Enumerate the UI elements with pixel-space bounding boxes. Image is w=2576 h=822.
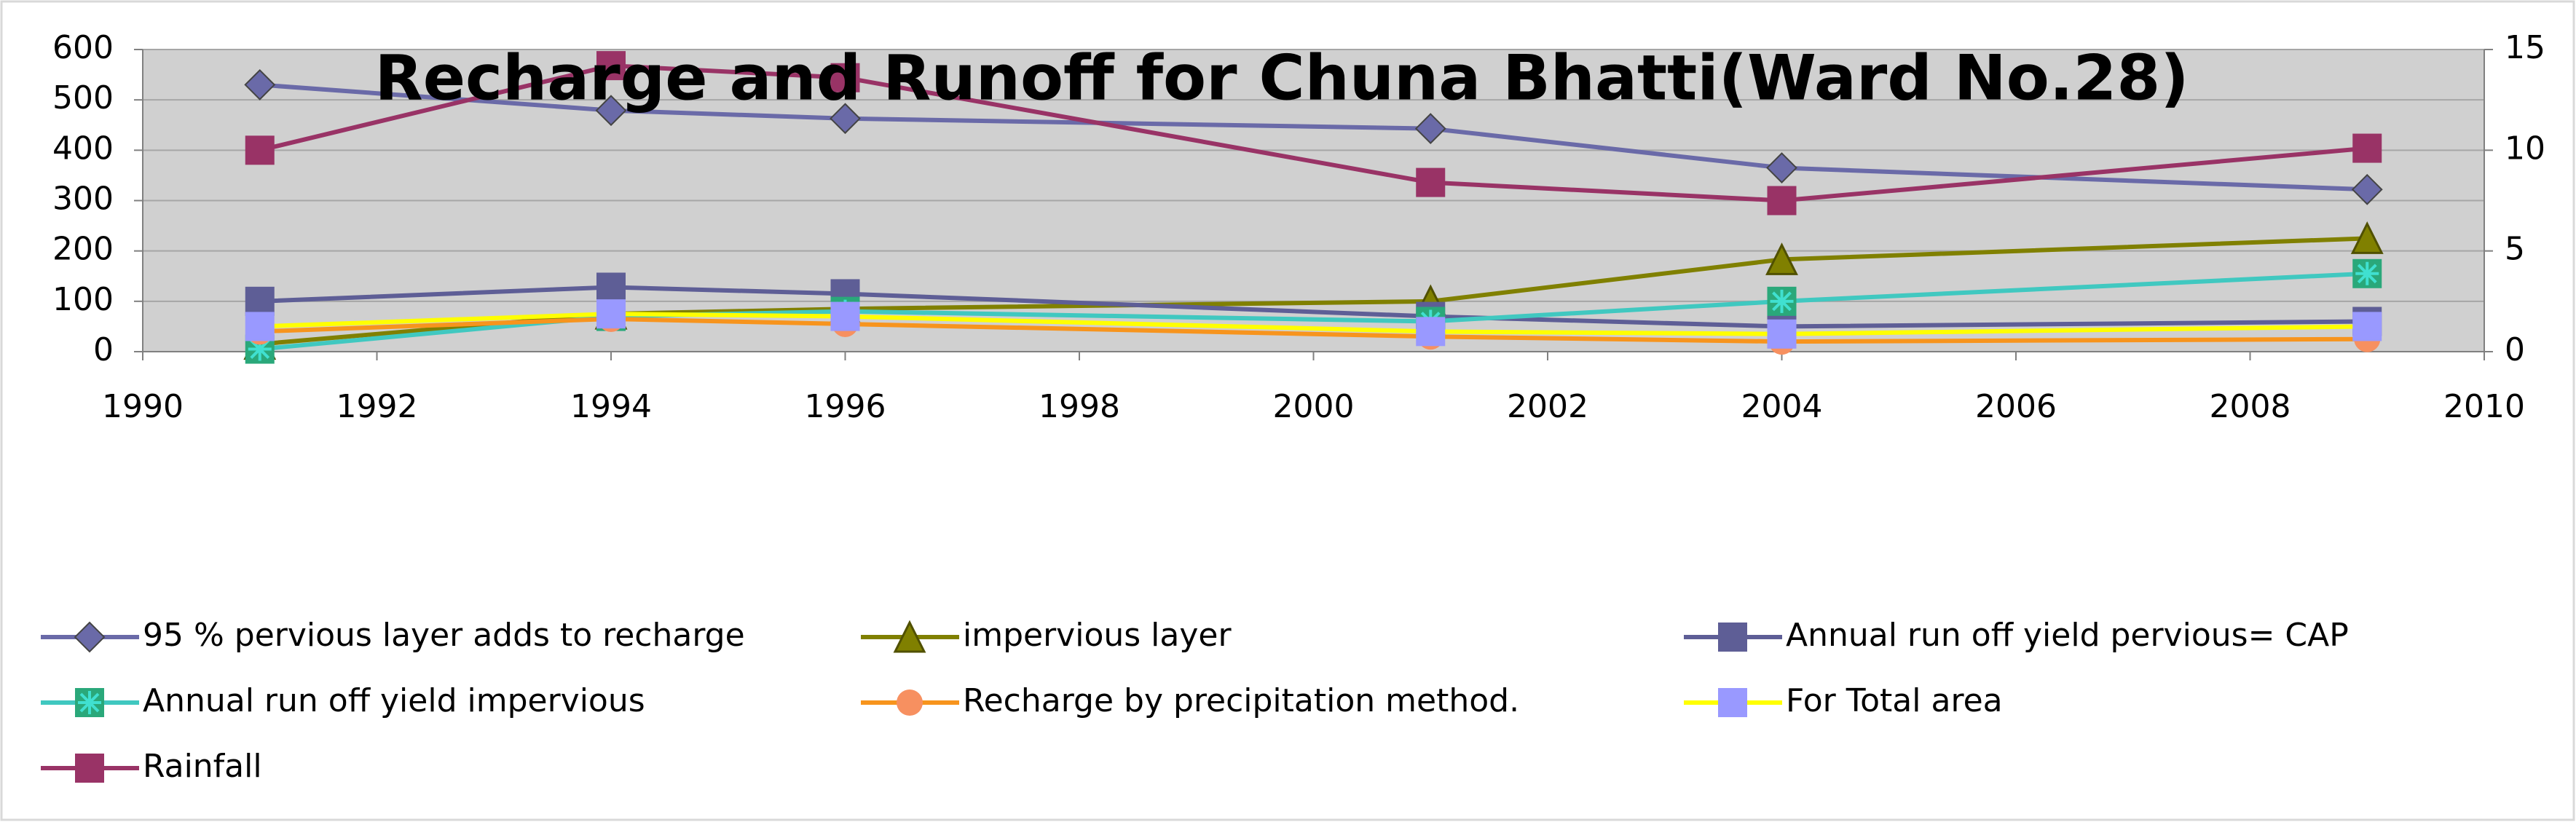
x-tick-label: 1990 <box>102 388 184 425</box>
y-tick-label: 400 <box>52 130 114 167</box>
marker <box>830 103 861 135</box>
series-line <box>259 82 2368 192</box>
marker-star <box>2355 261 2379 285</box>
marker <box>1765 242 1798 275</box>
x-tick-label: 2006 <box>1975 388 2057 425</box>
x-tick-label: 1992 <box>336 388 418 425</box>
x-tick-label: 1994 <box>570 388 652 425</box>
marker <box>830 63 860 92</box>
x-tick-label: 2010 <box>2443 388 2525 425</box>
marker <box>1416 317 1446 347</box>
y-tick-label: 600 <box>52 29 114 66</box>
x-tick-label: 2004 <box>1741 388 1823 425</box>
legend-label: Rainfall <box>143 748 262 785</box>
marker-star <box>248 337 272 361</box>
marker-star <box>78 691 101 714</box>
marker <box>2350 221 2384 254</box>
y2-tick-label: 5 <box>2505 231 2525 268</box>
legend-marker <box>1718 623 1747 652</box>
x-tick-label: 2008 <box>2210 388 2291 425</box>
legend-marker <box>75 754 104 783</box>
legend-label: Annual run off yield impervious <box>143 682 645 719</box>
marker <box>1416 167 1446 197</box>
marker <box>596 51 626 81</box>
series-line <box>259 63 2368 203</box>
legend-label: For Total area <box>1786 682 2003 719</box>
marker <box>1414 113 1446 145</box>
marker <box>596 272 626 302</box>
y-tick-label: 200 <box>52 231 114 268</box>
marker <box>2351 173 2383 205</box>
marker <box>595 95 627 127</box>
legend-marker <box>893 620 926 653</box>
marker <box>1767 319 1797 349</box>
y-tick-label: 0 <box>93 331 114 368</box>
marker <box>1767 186 1797 216</box>
marker <box>2352 312 2382 341</box>
legend-label: Recharge by precipitation method. <box>963 682 1519 719</box>
x-tick-label: 1998 <box>1039 388 1120 425</box>
legend-marker <box>1718 688 1747 717</box>
y2-tick-label: 0 <box>2505 331 2525 368</box>
marker <box>1766 152 1797 183</box>
y2-tick-label: 10 <box>2505 130 2545 167</box>
x-tick-label: 1996 <box>805 388 886 425</box>
series-line <box>259 285 2368 329</box>
legend-marker <box>897 689 923 716</box>
legend-marker <box>74 621 106 653</box>
x-tick-label: 2000 <box>1273 388 1355 425</box>
legend-label: 95 % pervious layer adds to recharge <box>143 617 745 654</box>
marker <box>245 286 275 316</box>
series-line <box>259 312 2368 336</box>
marker <box>244 69 276 100</box>
chart-title: Recharge and Runoff for Chuna Bhatti(War… <box>374 42 2189 114</box>
marker <box>245 312 275 341</box>
marker <box>830 301 860 331</box>
marker <box>596 299 626 329</box>
legend-label: Annual run off yield pervious= CAP <box>1786 617 2349 654</box>
series-lines <box>243 51 2384 364</box>
marker <box>245 135 275 165</box>
marker <box>2352 133 2382 163</box>
y-tick-label: 100 <box>52 281 114 318</box>
x-tick-label: 2002 <box>1507 388 1588 425</box>
legend-label: impervious layer <box>963 617 1232 654</box>
grid <box>134 49 2493 360</box>
y-tick-label: 300 <box>52 181 114 218</box>
y-tick-label: 500 <box>52 79 114 116</box>
marker-star <box>1770 289 1794 313</box>
series-line <box>259 317 2368 344</box>
y2-tick-label: 15 <box>2505 29 2545 66</box>
